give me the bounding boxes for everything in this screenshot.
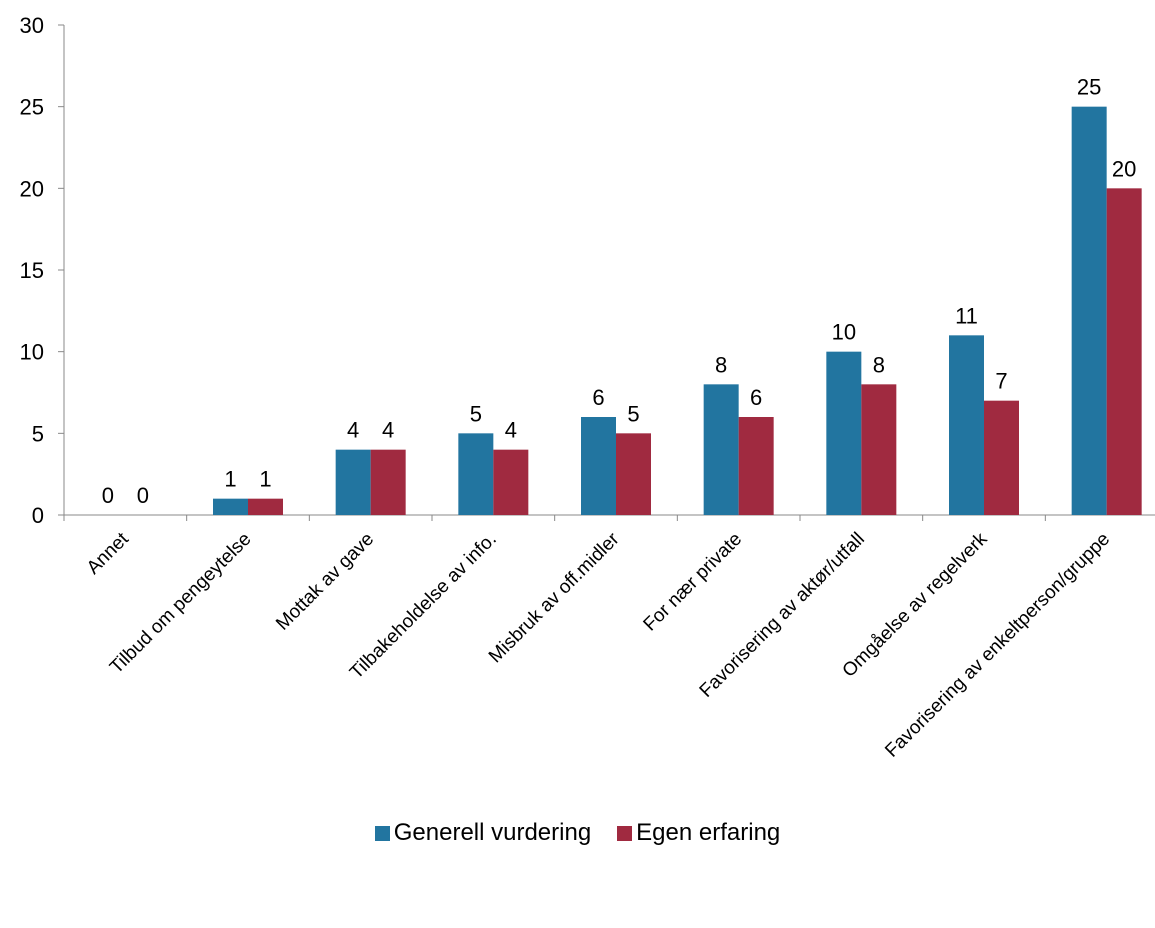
- bar-2: [248, 498, 283, 515]
- bar-2: [370, 449, 406, 515]
- y-tick-label: 25: [20, 95, 44, 120]
- data-label: 20: [1112, 156, 1136, 181]
- category-label: Annet: [83, 528, 133, 578]
- legend: Generell vurdering Egen erfaring: [0, 818, 1155, 848]
- y-tick-label: 30: [20, 13, 44, 38]
- legend-label-series-2: Egen erfaring: [636, 819, 781, 846]
- data-label: 1: [224, 467, 236, 492]
- bar-1: [1071, 106, 1107, 516]
- y-tick-label: 15: [20, 258, 44, 283]
- data-label: 4: [382, 418, 394, 443]
- data-label: 10: [832, 320, 856, 345]
- data-label: 5: [627, 401, 639, 426]
- category-label: Mottak av gave: [272, 529, 378, 635]
- data-label: 11: [955, 303, 978, 328]
- data-label: 6: [592, 385, 604, 410]
- data-label: 1: [259, 467, 271, 492]
- data-label: 8: [715, 352, 727, 377]
- bar-2: [984, 400, 1019, 515]
- legend-swatch-series-1: [374, 825, 390, 841]
- bar-2: [738, 417, 774, 515]
- bar-1: [335, 449, 371, 515]
- category-label: For nær private: [640, 529, 747, 636]
- legend-swatch-series-2: [617, 825, 633, 841]
- data-label: 6: [750, 385, 762, 410]
- category-label: Misbruk av off.midler: [485, 528, 624, 667]
- data-label: 4: [505, 418, 517, 443]
- data-label: 0: [137, 483, 149, 508]
- y-tick-label: 10: [20, 340, 44, 365]
- data-label: 0: [102, 483, 114, 508]
- bar-1: [949, 335, 984, 515]
- bar-1: [826, 351, 862, 515]
- data-label: 4: [347, 418, 359, 443]
- bar-2: [861, 384, 897, 515]
- legend-item-series-1: Generell vurdering: [374, 819, 592, 847]
- y-tick-label: 0: [32, 503, 44, 528]
- data-label: 5: [470, 401, 482, 426]
- data-label: 25: [1077, 75, 1101, 100]
- legend-label-series-1: Generell vurdering: [393, 819, 592, 846]
- y-tick-label: 5: [32, 421, 44, 446]
- data-label: 7: [995, 369, 1007, 394]
- y-tick-label: 20: [20, 176, 44, 201]
- bar-1: [703, 384, 739, 515]
- bar-2: [1106, 188, 1142, 516]
- bar-1: [458, 433, 494, 515]
- category-label: Tilbud om pengeytelse: [106, 529, 256, 679]
- bar-1: [581, 417, 616, 515]
- bar-2: [616, 433, 651, 515]
- bar-2: [493, 449, 529, 515]
- category-label: Favorisering av enkeltperson/gruppe: [881, 529, 1114, 762]
- legend-item-series-2: Egen erfaring: [617, 819, 780, 847]
- bar-1: [213, 498, 248, 515]
- data-label: 8: [873, 352, 885, 377]
